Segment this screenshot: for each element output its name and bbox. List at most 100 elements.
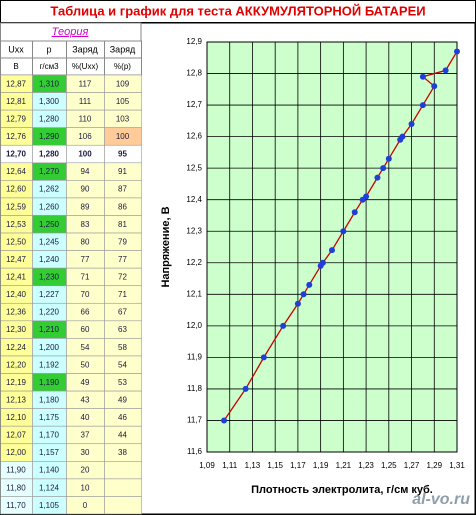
cell-text: 30: [81, 448, 90, 457]
cell-text: 90: [81, 185, 90, 194]
cell-text: 95: [118, 150, 127, 159]
cell-text: 12,19: [6, 378, 27, 387]
cell-text: 12,53: [6, 220, 27, 229]
cell-text: 12,40: [6, 290, 27, 299]
cell-text: 1,245: [39, 237, 60, 246]
x-tick-label: 1,09: [199, 461, 215, 470]
cell-text: 66: [81, 308, 90, 317]
x-axis-title: Плотность электролита, г/см куб.: [251, 484, 433, 496]
cell-text: 1,200: [39, 343, 60, 352]
header-text: %(Uxx): [72, 62, 99, 71]
data-point: [419, 102, 426, 109]
cell-text: 100: [78, 150, 92, 159]
cell-text: 12,10: [6, 413, 27, 422]
y-tick-label: 11,9: [187, 352, 203, 361]
cell-text: 12,70: [6, 150, 27, 159]
cell-text: 110: [79, 115, 92, 124]
data-point: [408, 121, 415, 127]
data-point: [242, 385, 249, 392]
data-point: [280, 322, 287, 329]
cell-text: 12,50: [6, 237, 27, 246]
cell-text: 12,20: [6, 360, 27, 369]
cell-text: 40: [81, 413, 90, 422]
cell-text: 53: [118, 378, 127, 387]
cell-text: 12,76: [6, 132, 27, 141]
cell-text: 1,280: [39, 150, 60, 159]
cell-text: 12,07: [6, 431, 27, 440]
header-text: Uxx: [8, 44, 24, 54]
cell-text: 89: [81, 202, 90, 211]
cell-text: 1,260: [39, 202, 60, 211]
cell-text: 1,227: [39, 290, 60, 299]
x-tick-label: 1,23: [358, 461, 374, 470]
cell-text: 1,190: [39, 378, 60, 387]
data-table: Теория Uxx p Заряд Заряд В г/см3 %(Uxx) %(p) 12,8…: [0, 22, 142, 515]
data-point: [385, 155, 392, 162]
x-tick-label: 1,11: [222, 461, 238, 470]
cell-text: 1,220: [39, 308, 60, 317]
header-text: %(p): [114, 62, 131, 71]
cell-text: 1,270: [39, 167, 60, 176]
cell-text: 1,230: [39, 273, 60, 282]
y-tick-label: 11,8: [187, 384, 203, 393]
cell-text: 1,157: [39, 448, 60, 457]
y-tick-label: 12,9: [186, 37, 202, 46]
y-tick-label: 11,6: [187, 447, 203, 456]
cell-text: 105: [116, 97, 130, 106]
cell-text: 77: [81, 255, 90, 264]
cell-text: 60: [81, 325, 90, 334]
cell-text: 12,36: [6, 308, 27, 317]
y-tick-label: 12,3: [186, 226, 202, 235]
data-point: [380, 165, 387, 172]
data-point: [221, 417, 228, 424]
cell-text: 77: [118, 255, 127, 264]
header-text: Заряд: [72, 44, 98, 54]
cell-text: 12,30: [6, 325, 27, 334]
x-tick-label: 1,15: [267, 461, 283, 470]
y-tick-label: 12,2: [186, 258, 202, 267]
cell-text: 80: [81, 237, 90, 246]
cell-text: 58: [118, 343, 127, 352]
data-point: [294, 300, 301, 307]
cell-text: 12,00: [6, 448, 27, 457]
theory-link: Теория: [52, 26, 89, 38]
x-tick-label: 1,29: [426, 461, 442, 470]
x-tick-label: 1,31: [449, 461, 465, 470]
cell-text: 71: [118, 290, 127, 299]
cell-text: 63: [118, 325, 127, 334]
cell-text: 79: [118, 237, 127, 246]
data-point: [300, 291, 307, 298]
cell-text: 67: [118, 308, 127, 317]
cell-text: 1,175: [39, 413, 60, 422]
cell-text: 46: [118, 413, 127, 422]
data-point: [329, 247, 335, 254]
cell-text: 71: [81, 273, 90, 282]
cell-text: 0: [83, 501, 88, 510]
cell-text: 1,170: [39, 431, 60, 440]
cell-text: 83: [81, 220, 90, 229]
header-text: В: [13, 62, 18, 71]
data-point: [431, 83, 438, 90]
data-point: [419, 73, 426, 80]
data-point: [260, 354, 267, 361]
cell-text: 50: [81, 360, 90, 369]
cell-text: 54: [81, 343, 90, 352]
cell-text: 12,13: [6, 395, 27, 404]
x-tick-label: 1,25: [381, 461, 397, 470]
cell-text: 49: [118, 395, 127, 404]
x-tick-label: 1,19: [313, 461, 329, 470]
cell-text: 12,41: [6, 273, 27, 282]
page-title: Таблица и график для теста АККУМУЛЯТОРНО…: [50, 3, 425, 18]
cell-text: 106: [78, 132, 92, 141]
cell-text: 12,87: [6, 79, 27, 88]
cell-text: 70: [81, 290, 90, 299]
y-tick-label: 11,7: [187, 416, 203, 425]
cell-text: 111: [79, 97, 92, 106]
cell-text: 1,290: [39, 132, 60, 141]
cell-text: 1,240: [39, 255, 60, 264]
cell-text: 12,64: [6, 167, 27, 176]
y-tick-label: 12,1: [186, 289, 202, 298]
cell-text: 86: [118, 202, 127, 211]
data-point: [454, 48, 460, 55]
